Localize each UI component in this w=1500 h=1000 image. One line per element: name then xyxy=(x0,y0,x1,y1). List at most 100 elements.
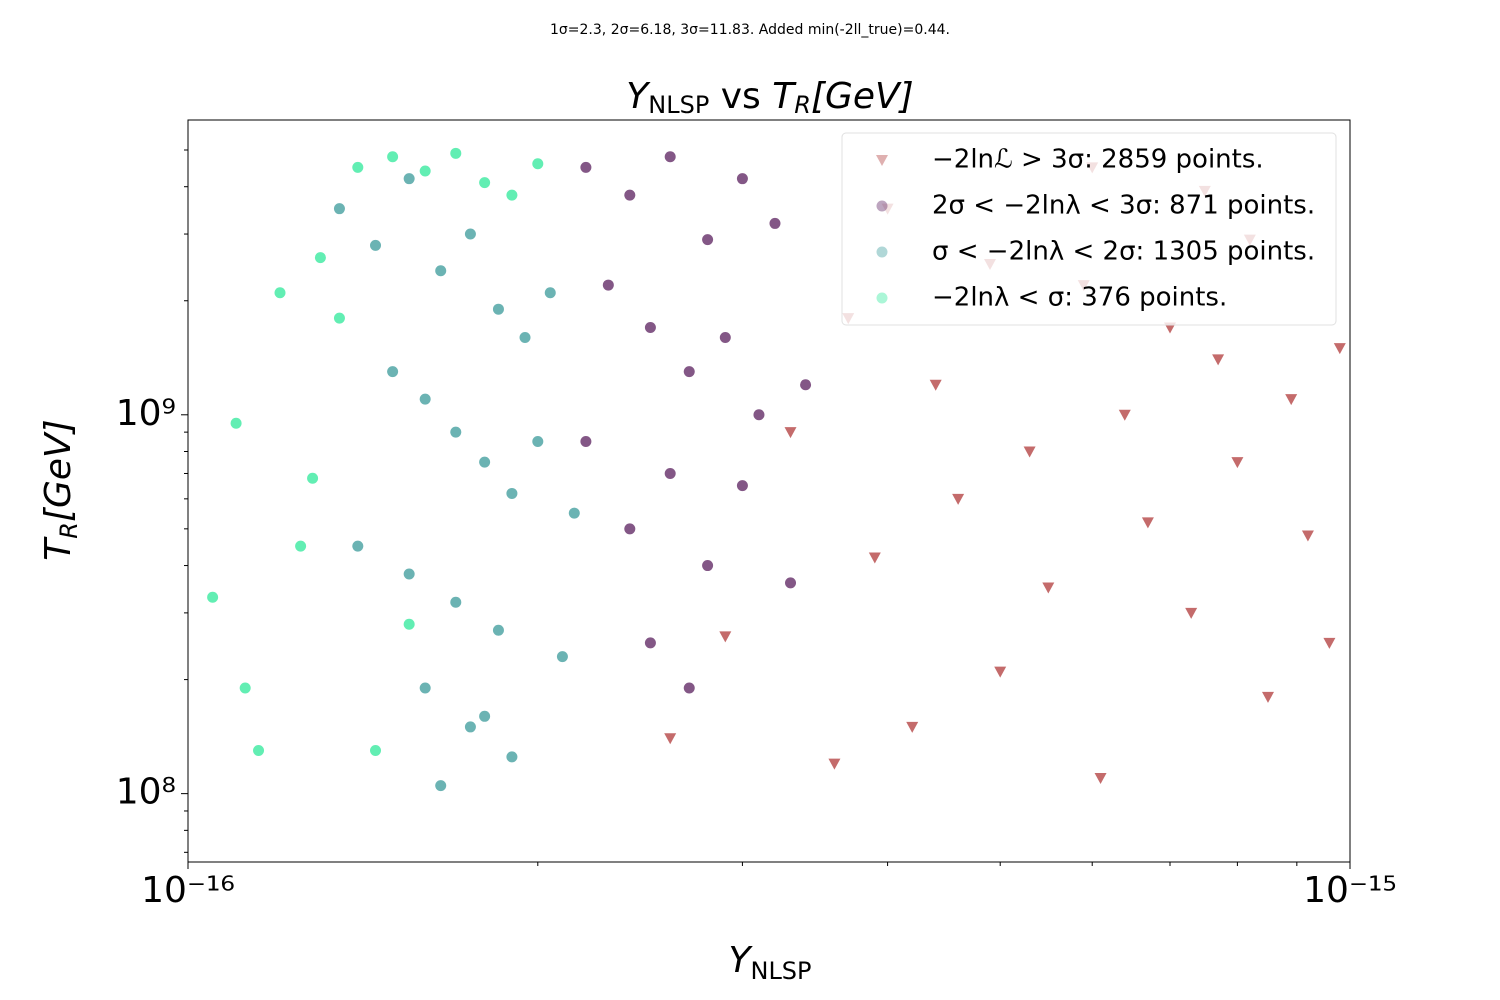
point xyxy=(1285,394,1298,406)
point xyxy=(1323,637,1336,649)
y-tick-label: 10⁸ xyxy=(116,772,176,813)
point xyxy=(464,721,476,733)
legend-marker xyxy=(876,155,888,166)
series xyxy=(207,147,544,756)
point xyxy=(1261,691,1274,703)
point xyxy=(435,265,447,277)
x-tick-label: 10⁻¹⁵ xyxy=(1303,870,1397,911)
point xyxy=(929,379,942,391)
point xyxy=(506,189,518,201)
point xyxy=(532,436,544,448)
point xyxy=(479,456,491,468)
point xyxy=(333,203,345,215)
point xyxy=(753,409,765,421)
point xyxy=(1118,409,1131,421)
point xyxy=(769,217,781,229)
point xyxy=(868,552,881,564)
point xyxy=(352,161,364,173)
point xyxy=(544,287,556,299)
point xyxy=(464,228,476,240)
point xyxy=(1185,607,1198,619)
point xyxy=(785,577,797,589)
y-axis-label: TR[GeV] xyxy=(38,419,83,560)
point xyxy=(387,366,399,378)
point xyxy=(295,540,307,552)
title-part: Y xyxy=(626,76,651,117)
point xyxy=(906,721,919,733)
legend-label: −2lnλ < σ: 376 points. xyxy=(932,283,1227,313)
legend-label: 2σ < −2lnλ < 3σ: 871 points. xyxy=(932,191,1315,221)
point xyxy=(719,631,732,643)
point xyxy=(702,234,714,246)
point xyxy=(352,540,364,552)
point xyxy=(1231,457,1244,469)
point xyxy=(403,568,415,580)
point xyxy=(403,173,415,185)
point xyxy=(736,173,748,185)
point xyxy=(683,366,695,378)
y-tick-label: 10⁹ xyxy=(116,393,176,434)
chart-subtitle: 1σ=2.3, 2σ=6.18, 3σ=11.83. Added min(-2l… xyxy=(550,22,950,38)
point xyxy=(664,467,676,479)
series xyxy=(664,162,1346,784)
point xyxy=(580,436,592,448)
point xyxy=(664,733,677,745)
point xyxy=(580,161,592,173)
point xyxy=(1094,772,1107,784)
point xyxy=(207,591,219,603)
chart-title: YNLSP vs TR[GeV] xyxy=(626,76,913,119)
point xyxy=(435,780,447,792)
point xyxy=(828,758,841,770)
point xyxy=(450,426,462,438)
title-part: [GeV] xyxy=(811,76,914,117)
point xyxy=(333,312,345,324)
point xyxy=(519,331,531,343)
point xyxy=(253,744,265,756)
point xyxy=(1301,530,1314,542)
point xyxy=(644,321,656,333)
point xyxy=(370,239,382,251)
point xyxy=(602,279,614,291)
point xyxy=(556,651,568,663)
y-label-part: R xyxy=(55,522,83,539)
point xyxy=(624,189,636,201)
point xyxy=(1023,446,1036,458)
point xyxy=(994,666,1007,678)
point xyxy=(274,287,286,299)
point xyxy=(568,507,580,519)
point xyxy=(952,493,965,505)
legend-marker xyxy=(876,200,888,212)
x-label-part: NLSP xyxy=(750,957,811,985)
point xyxy=(450,147,462,159)
legend-label: −2lnℒ > 3σ: 2859 points. xyxy=(932,145,1264,175)
point xyxy=(664,151,676,163)
point xyxy=(307,472,319,484)
x-tick-label: 10⁻¹⁶ xyxy=(141,870,235,911)
x-label-part: Y xyxy=(728,940,753,981)
plot-area xyxy=(207,147,1346,792)
point xyxy=(492,624,504,636)
y-label-part: [GeV] xyxy=(38,419,79,522)
point xyxy=(479,710,491,722)
point xyxy=(403,618,415,630)
point xyxy=(644,637,656,649)
point xyxy=(736,480,748,492)
legend-marker xyxy=(876,246,888,258)
point xyxy=(719,331,731,343)
point xyxy=(239,682,251,694)
point xyxy=(784,427,797,439)
point xyxy=(314,252,326,264)
point xyxy=(683,682,695,694)
point xyxy=(506,487,518,499)
point xyxy=(506,751,518,763)
point xyxy=(1212,354,1225,366)
series xyxy=(580,151,812,694)
point xyxy=(370,744,382,756)
legend-marker xyxy=(876,292,888,304)
point xyxy=(450,596,462,608)
point xyxy=(387,151,399,163)
plot-frame xyxy=(187,119,1351,863)
x-axis-label: YNLSP xyxy=(728,940,811,985)
series xyxy=(333,173,580,792)
point xyxy=(702,560,714,572)
